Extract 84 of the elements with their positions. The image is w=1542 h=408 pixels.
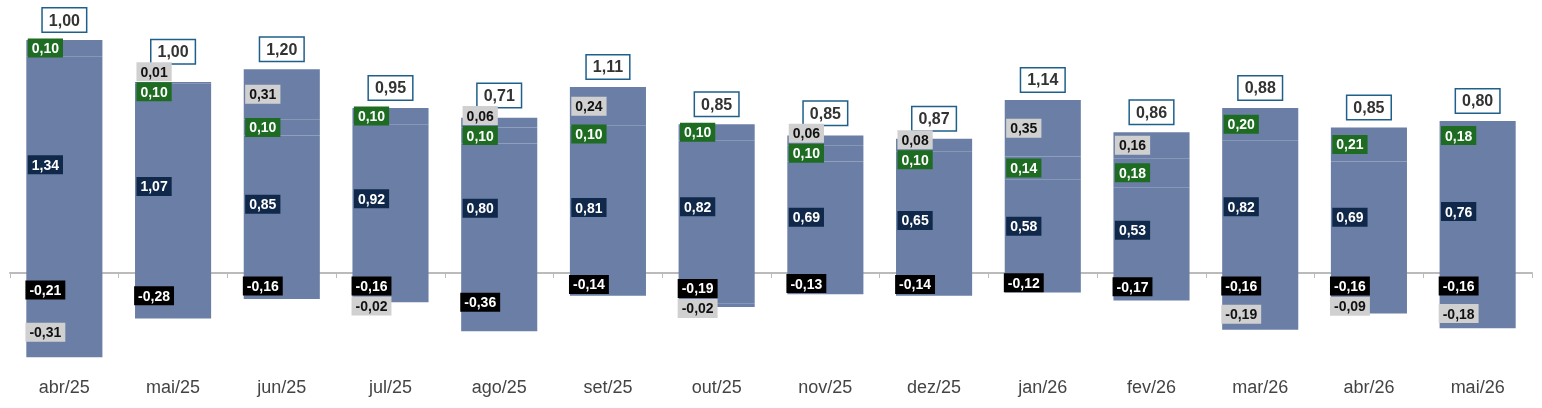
data-label: -0,16 [355, 278, 388, 295]
data-label: 0,10 [466, 127, 495, 144]
annotation: 0,87 [918, 110, 950, 128]
annotation: 1,14 [1027, 71, 1059, 89]
x-tick-label: abr/26 [1343, 377, 1395, 397]
x-tick-label: out/25 [691, 377, 742, 397]
data-label: 0,76 [1445, 203, 1473, 220]
data-label: 0,69 [1336, 209, 1364, 226]
data-label: 0,10 [357, 108, 386, 125]
data-label: 0,08 [901, 131, 929, 148]
data-label: 0,82 [684, 198, 712, 215]
data-label: 0,69 [792, 209, 821, 226]
annotation: 0,95 [374, 79, 407, 97]
x-tick-label: mai/25 [146, 377, 201, 397]
data-label: 0,24 [575, 98, 603, 115]
data-label: -0,14 [572, 276, 606, 293]
data-label: 0,10 [684, 124, 712, 141]
annotation: 0,71 [483, 87, 515, 104]
data-label: 0,06 [792, 125, 821, 142]
data-label: 0,06 [466, 107, 495, 124]
x-tick-label: dez/25 [907, 377, 962, 397]
data-label: 0,10 [249, 119, 277, 136]
annotation: 0,85 [1353, 98, 1385, 116]
annotation: 0,85 [809, 104, 842, 122]
data-label: 0,80 [466, 200, 495, 217]
x-tick-label: jun/25 [256, 377, 307, 397]
x-tick-label: set/25 [583, 377, 633, 397]
x-tick-label: nov/25 [798, 377, 853, 397]
x-tick-label: mai/26 [1450, 377, 1505, 397]
data-label: -0,02 [355, 298, 388, 315]
x-tick-label: ago/25 [471, 377, 527, 397]
data-label: -0,18 [1442, 305, 1475, 322]
data-label: -0,16 [1225, 278, 1258, 295]
data-label: 1,07 [140, 178, 168, 195]
data-label: 0,31 [249, 86, 277, 103]
data-label: 0,85 [249, 196, 277, 213]
annotation: 1,00 [157, 43, 189, 61]
data-label: 0,65 [901, 212, 929, 229]
data-label: 0,20 [1227, 116, 1256, 133]
annotation: 1,20 [266, 40, 298, 58]
data-label: -0,13 [790, 275, 823, 292]
data-label: 0,10 [140, 83, 168, 100]
data-label: 0,82 [1227, 198, 1256, 215]
data-label: 0,92 [357, 190, 386, 207]
data-label: 0,01 [140, 63, 168, 80]
data-label: -0,19 [1225, 306, 1258, 323]
data-label: -0,14 [899, 276, 932, 293]
data-label: -0,16 [1442, 278, 1475, 295]
annotation: 0,85 [701, 95, 733, 113]
data-label: -0,28 [138, 287, 171, 304]
x-tick-label: mar/26 [1232, 377, 1289, 397]
data-label: 0,18 [1445, 127, 1473, 144]
data-label: 0,14 [1010, 159, 1038, 176]
text: 1,00 [48, 11, 81, 29]
annotation: 0,86 [1135, 103, 1168, 121]
data-label: 0,81 [575, 199, 603, 216]
annotation: 0,80 [1462, 92, 1494, 110]
x-tick-label: jan/26 [1017, 377, 1068, 397]
data-label: -0,21 [29, 282, 62, 299]
x-tick-label: abr/25 [38, 377, 90, 397]
data-label: 0,35 [1010, 120, 1038, 137]
data-label: 0,16 [1118, 137, 1147, 154]
data-label: 0,21 [1336, 136, 1364, 153]
x-tick-label: jul/25 [367, 377, 413, 397]
data-label: 0,10 [792, 145, 821, 162]
data-label: 0,18 [1118, 164, 1147, 181]
data-label: 1,34 [31, 156, 60, 173]
data-label: -0,16 [246, 278, 279, 295]
data-label: 0,53 [1118, 222, 1147, 239]
data-label: -0,31 [29, 324, 62, 341]
data-label: -0,12 [1007, 274, 1040, 291]
x-tick-label: fev/26 [1126, 377, 1177, 397]
data-label: -0,09 [1333, 298, 1367, 315]
data-label: -0,36 [464, 294, 497, 311]
data-label: -0,02 [681, 300, 714, 317]
annotation: 1,11 [592, 58, 624, 76]
annotation: 0,88 [1244, 79, 1276, 97]
data-label: -0,17 [1116, 278, 1149, 295]
data-label: -0,19 [681, 280, 714, 297]
data-label: 0,58 [1010, 218, 1038, 235]
data-label: 0,10 [901, 151, 929, 168]
data-label: -0,16 [1333, 278, 1367, 295]
data-label: 0,10 [575, 125, 603, 142]
data-label: 0,10 [31, 40, 60, 57]
